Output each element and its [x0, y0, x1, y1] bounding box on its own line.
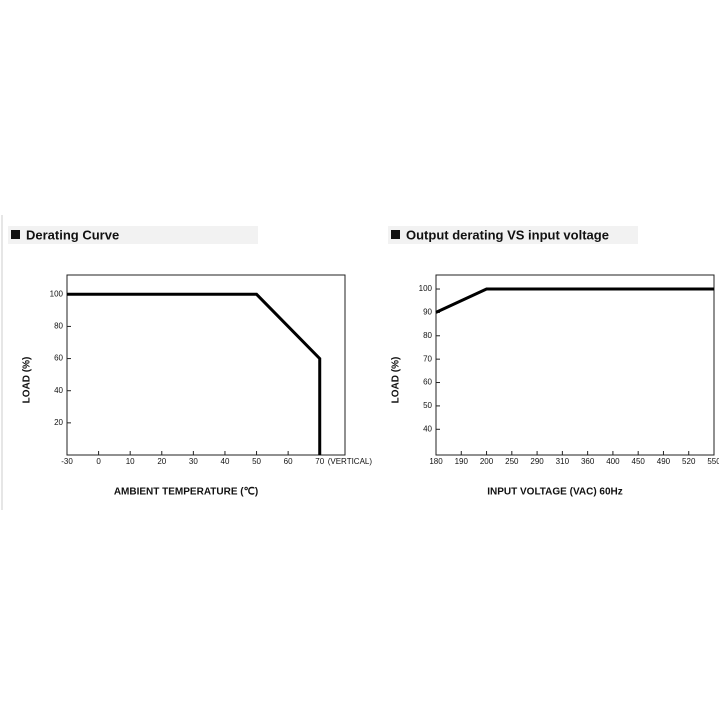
x-axis-label: AMBIENT TEMPERATURE (℃) — [114, 487, 258, 498]
chart-title: Derating Curve — [26, 227, 119, 242]
x-tick-label: 10 — [126, 457, 135, 466]
x-tick-label: 310 — [556, 457, 570, 466]
y-tick-label: 40 — [423, 424, 432, 433]
y-tick-label: 50 — [423, 401, 432, 410]
plot-frame — [66, 274, 346, 456]
y-tick-label: 80 — [423, 331, 432, 340]
x-tick-label: 180 — [429, 457, 443, 466]
title-marker — [11, 230, 20, 239]
x-tick-label: 400 — [606, 457, 620, 466]
y-tick-label: 20 — [54, 418, 63, 427]
y-tick-label: 40 — [54, 386, 63, 395]
y-tick-label: 100 — [419, 284, 433, 293]
x-tick-label: 200 — [480, 457, 494, 466]
x-tick-label: 490 — [657, 457, 671, 466]
x-tick-label: 70 — [315, 457, 324, 466]
title-background — [388, 226, 638, 244]
x-tick-label: 50 — [252, 457, 261, 466]
x-tick-label: 450 — [632, 457, 646, 466]
y-tick-label: 90 — [423, 308, 432, 317]
chart-title: Output derating VS input voltage — [406, 227, 609, 242]
title-marker — [391, 230, 400, 239]
y-tick-label: 80 — [54, 322, 63, 331]
y-axis-label: LOAD (%) — [391, 357, 402, 404]
x-tick-label: 0 — [96, 457, 101, 466]
x-tick-label: 190 — [455, 457, 469, 466]
data-line — [67, 292, 322, 455]
x-tick-label: 550 — [707, 457, 719, 466]
y-tick-label: 60 — [423, 378, 432, 387]
plot-frame — [435, 274, 715, 456]
y-tick-label: 100 — [50, 289, 64, 298]
title-background — [8, 226, 258, 244]
x-tick-label: 250 — [505, 457, 519, 466]
x-tick-label: 20 — [157, 457, 166, 466]
annotation: (VERTICAL) — [328, 457, 373, 466]
y-tick-label: 70 — [423, 354, 432, 363]
x-axis-label: INPUT VOLTAGE (VAC) 60Hz — [487, 487, 623, 498]
x-tick-label: 30 — [189, 457, 198, 466]
y-tick-label: 60 — [54, 354, 63, 363]
x-tick-label: 360 — [581, 457, 595, 466]
data-line — [435, 287, 714, 314]
x-tick-label: 40 — [221, 457, 230, 466]
y-axis-label: LOAD (%) — [22, 357, 33, 404]
x-tick-label: 60 — [284, 457, 293, 466]
x-tick-label: 520 — [682, 457, 696, 466]
x-tick-label: -30 — [61, 457, 73, 466]
x-tick-label: 290 — [530, 457, 544, 466]
